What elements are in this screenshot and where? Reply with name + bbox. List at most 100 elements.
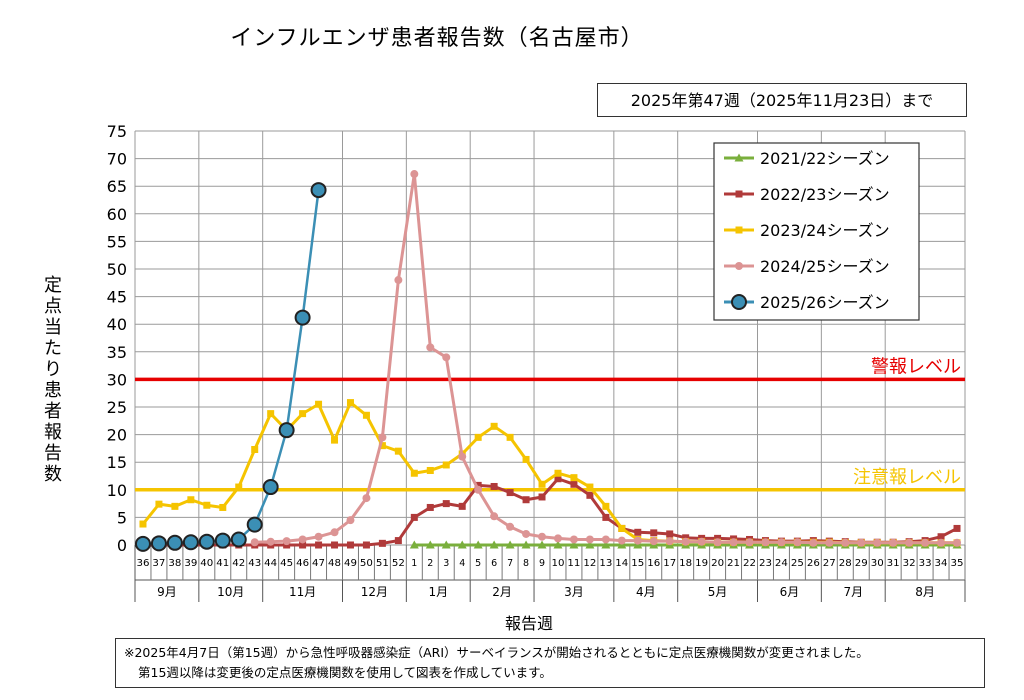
x-week-label: 25 bbox=[791, 558, 804, 569]
x-week-label: 38 bbox=[168, 558, 181, 569]
x-month-label: 3月 bbox=[564, 585, 584, 599]
data-point bbox=[537, 540, 547, 549]
x-week-label: 44 bbox=[264, 558, 277, 569]
data-point bbox=[362, 494, 371, 503]
data-point bbox=[310, 182, 327, 199]
footnote-box: ※2025年4月7日（第15週）から急性呼吸器感染症（ARI）サーベイランスが開… bbox=[115, 638, 985, 688]
legend-label: 2021/22シーズン bbox=[760, 149, 890, 168]
data-point bbox=[538, 493, 546, 501]
legend-swatch-marker bbox=[735, 190, 743, 198]
x-week-label: 7 bbox=[507, 558, 513, 569]
x-month-label: 6月 bbox=[780, 585, 800, 599]
x-week-label: 52 bbox=[392, 558, 405, 569]
data-point bbox=[426, 503, 434, 511]
data-point bbox=[650, 529, 658, 537]
data-point bbox=[266, 537, 275, 546]
data-point bbox=[506, 433, 514, 441]
legend-swatch-marker bbox=[735, 262, 743, 270]
x-week-label: 27 bbox=[823, 558, 836, 569]
data-point bbox=[331, 541, 339, 549]
data-point bbox=[745, 538, 754, 547]
data-point bbox=[825, 538, 834, 547]
data-point bbox=[378, 539, 386, 547]
data-point bbox=[489, 540, 499, 549]
x-week-label: 17 bbox=[663, 558, 676, 569]
data-point bbox=[315, 541, 323, 549]
x-week-label: 9 bbox=[539, 558, 545, 569]
data-point bbox=[761, 538, 770, 547]
x-month-label: 5月 bbox=[708, 585, 728, 599]
x-week-label: 11 bbox=[567, 558, 580, 569]
x-week-label: 50 bbox=[360, 558, 373, 569]
data-point bbox=[490, 422, 498, 430]
x-month-label: 4月 bbox=[636, 585, 656, 599]
data-point bbox=[522, 496, 530, 504]
data-point bbox=[921, 538, 930, 547]
data-point bbox=[553, 540, 563, 549]
data-point bbox=[426, 343, 435, 352]
data-point bbox=[394, 276, 403, 285]
x-week-label: 29 bbox=[855, 558, 868, 569]
data-point bbox=[409, 540, 419, 549]
y-tick-label: 50 bbox=[107, 260, 127, 279]
data-point bbox=[857, 538, 866, 547]
data-point bbox=[474, 433, 482, 441]
x-week-label: 5 bbox=[475, 558, 481, 569]
data-point bbox=[665, 537, 674, 546]
x-month-label: 12月 bbox=[361, 585, 388, 599]
x-month-label: 2月 bbox=[492, 585, 512, 599]
x-week-label: 2 bbox=[427, 558, 433, 569]
data-point bbox=[394, 537, 402, 545]
data-point bbox=[214, 532, 231, 549]
x-week-label: 19 bbox=[695, 558, 708, 569]
x-week-label: 49 bbox=[344, 558, 357, 569]
data-point bbox=[937, 533, 945, 541]
data-point bbox=[378, 442, 386, 450]
data-point bbox=[441, 540, 451, 549]
x-week-label: 1 bbox=[411, 558, 417, 569]
data-point bbox=[538, 480, 546, 488]
x-month-label: 11月 bbox=[289, 585, 316, 599]
data-point bbox=[809, 538, 818, 547]
data-point bbox=[649, 537, 658, 546]
x-week-label: 22 bbox=[743, 558, 756, 569]
x-week-label: 46 bbox=[296, 558, 309, 569]
data-point bbox=[171, 502, 179, 510]
data-point bbox=[586, 491, 594, 499]
y-tick-label: 75 bbox=[107, 122, 127, 141]
data-point bbox=[633, 536, 642, 545]
y-tick-label: 20 bbox=[107, 426, 127, 445]
x-week-label: 35 bbox=[951, 558, 964, 569]
y-tick-label: 35 bbox=[107, 343, 127, 362]
data-point bbox=[362, 541, 370, 549]
data-point bbox=[330, 528, 339, 537]
y-tick-label: 5 bbox=[117, 508, 127, 527]
x-week-label: 24 bbox=[775, 558, 788, 569]
data-point bbox=[250, 538, 259, 547]
chart-title: インフルエンザ患者報告数（名古屋市） bbox=[230, 26, 644, 51]
data-point bbox=[187, 496, 195, 504]
footnote-line-1: ※2025年4月7日（第15週）から急性呼吸器感染症（ARI）サーベイランスが開… bbox=[124, 645, 869, 660]
data-point bbox=[490, 512, 499, 521]
x-week-label: 39 bbox=[184, 558, 197, 569]
data-point bbox=[230, 531, 247, 548]
data-point bbox=[506, 522, 515, 531]
legend-swatch-marker bbox=[735, 226, 743, 234]
data-point bbox=[618, 524, 626, 532]
data-point bbox=[378, 433, 387, 442]
data-point bbox=[473, 540, 483, 549]
legend-label: 2023/24シーズン bbox=[760, 221, 890, 240]
data-point bbox=[150, 535, 167, 552]
x-week-label: 45 bbox=[280, 558, 293, 569]
data-point bbox=[681, 537, 690, 546]
data-point bbox=[521, 540, 531, 549]
data-point bbox=[777, 538, 786, 547]
x-week-label: 10 bbox=[551, 558, 564, 569]
data-point bbox=[474, 481, 482, 489]
data-point bbox=[553, 534, 562, 543]
x-week-label: 48 bbox=[328, 558, 341, 569]
y-axis-label: 定点当たり患者報告数 bbox=[44, 275, 62, 485]
data-point bbox=[873, 538, 882, 547]
date-range-box: 2025年第47週（2025年11月23日）まで bbox=[597, 83, 967, 117]
data-point bbox=[457, 540, 467, 549]
